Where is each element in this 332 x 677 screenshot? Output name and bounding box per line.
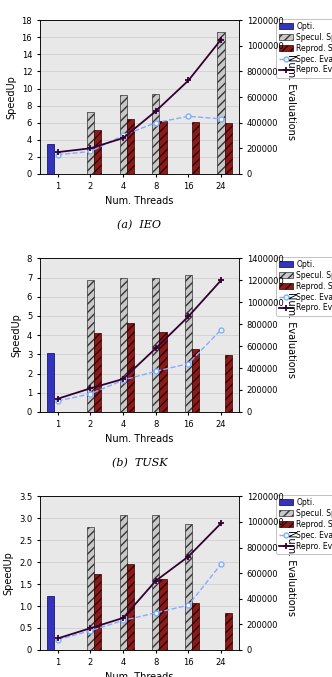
Y-axis label: Num. Evaluations: Num. Evaluations [286, 292, 296, 378]
Y-axis label: Num. Evaluations: Num. Evaluations [286, 530, 296, 616]
Bar [192, 603, 199, 650]
Bar [217, 32, 225, 174]
X-axis label: Num. Threads: Num. Threads [105, 434, 174, 444]
Bar [159, 121, 167, 174]
Bar [127, 564, 134, 650]
Text: (b)  TUSK: (b) TUSK [112, 458, 167, 468]
Y-axis label: SpeedUp: SpeedUp [11, 313, 21, 357]
Legend: Opti., Specul. SpeedUp, Reprod. SpeedUp, Spec. Eval., Repro. Eval.: Opti., Specul. SpeedUp, Reprod. SpeedUp,… [277, 257, 332, 315]
Bar [152, 515, 159, 650]
Bar [120, 95, 127, 174]
Bar [94, 574, 101, 650]
Legend: Opti., Specul. SpeedUp, Reprod. SpeedUp, Spec. Eval., Repro. Eval.: Opti., Specul. SpeedUp, Reprod. SpeedUp,… [277, 495, 332, 554]
Y-axis label: SpeedUp: SpeedUp [6, 75, 16, 119]
Bar [47, 144, 54, 174]
Bar [87, 280, 94, 412]
Bar [87, 112, 94, 174]
Bar [192, 349, 199, 412]
Bar [159, 332, 167, 412]
Bar [225, 355, 232, 412]
Bar [47, 353, 54, 412]
Bar [185, 524, 192, 650]
Bar [127, 323, 134, 412]
X-axis label: Num. Threads: Num. Threads [105, 672, 174, 677]
Bar [87, 527, 94, 650]
Bar [159, 579, 167, 650]
Bar [120, 278, 127, 412]
Bar [225, 613, 232, 650]
Y-axis label: SpeedUp: SpeedUp [3, 551, 13, 595]
Bar [192, 122, 199, 174]
Bar [152, 93, 159, 174]
X-axis label: Num. Threads: Num. Threads [105, 196, 174, 206]
Bar [47, 596, 54, 650]
Bar [94, 333, 101, 412]
Bar [225, 123, 232, 174]
Bar [120, 515, 127, 650]
Bar [185, 275, 192, 412]
Legend: Opti., Specul. SpeedUp, Reprod. SpeedUp, Spec. Eval., Repro. Eval.: Opti., Specul. SpeedUp, Reprod. SpeedUp,… [277, 19, 332, 78]
Y-axis label: Num. Evaluations: Num. Evaluations [286, 54, 296, 140]
Bar [127, 119, 134, 174]
Bar [152, 278, 159, 412]
Bar [94, 129, 101, 174]
Text: (a)  IEO: (a) IEO [118, 220, 161, 230]
